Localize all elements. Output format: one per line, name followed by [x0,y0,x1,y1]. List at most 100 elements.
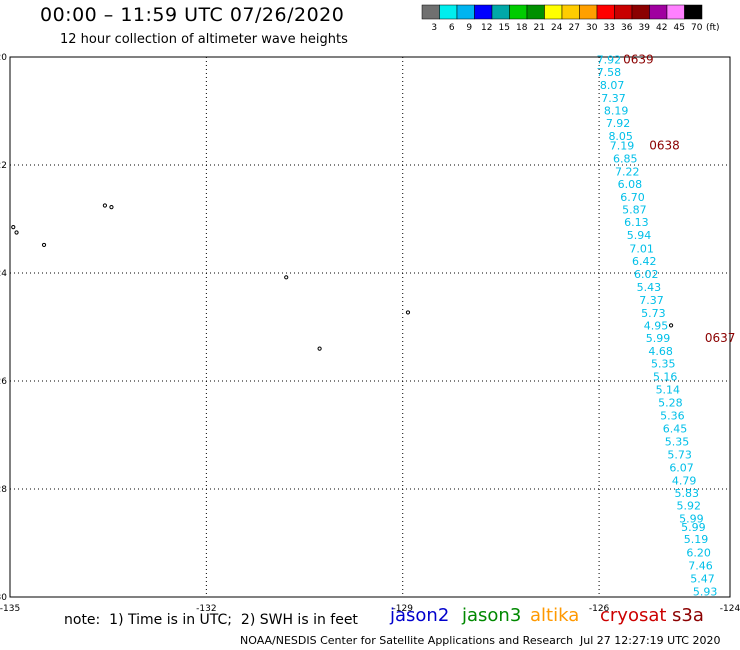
mission-jason3: jason3 [462,605,522,626]
legend-swatch [456,4,475,20]
x-tick-label: -129 [393,604,414,614]
wave-height-value: 7.19 [610,140,635,153]
y-tick-label: -28 [0,485,7,495]
wave-height-value: 7.01 [629,243,654,256]
wave-height-value: 5.19 [684,533,709,546]
legend-label: 21 [534,23,545,33]
y-tick-label: -24 [0,269,7,279]
wave-height-value: 5.87 [622,203,647,216]
island-marker [668,323,674,328]
legend-label: 36 [621,23,633,33]
legend-label: 24 [551,23,563,33]
mission-altika: altika [530,605,580,626]
wave-height-value: 5.83 [675,487,700,500]
wave-height-value: 5.35 [665,435,690,448]
wave-height-value: 6.13 [624,216,649,229]
plot-border [9,56,731,598]
island-marker [14,230,19,235]
mission-s3a: s3a [672,605,704,626]
wave-height-value: 5.28 [658,397,683,410]
legend-swatch [544,4,563,20]
wave-height-value: 5.73 [667,448,692,461]
y-tick-label: -30 [0,593,7,603]
wave-height-value: 6.07 [669,461,694,474]
legend-swatch [684,4,703,20]
legend-swatch [474,4,493,20]
time-label: 0638 [649,139,680,153]
island-marker [102,203,108,208]
legend-swatch [649,4,668,20]
footer-credit: NOAA/NESDIS Center for Satellite Applica… [240,634,574,647]
wave-height-value: 6.20 [686,547,711,560]
x-tick-label: -132 [196,604,216,614]
wave-height-value: 7.46 [688,560,713,573]
wave-height-value: 7.58 [597,66,622,79]
mission-cryosat: cryosat [600,605,667,626]
y-tick-label: -26 [0,377,7,387]
island-marker [284,275,289,280]
time-labels: 0639063806370636 [623,53,736,345]
wave-height-value: 5.99 [681,521,706,534]
legend-swatch [491,4,510,20]
y-tick-label: -20 [0,53,7,63]
wave-height-value: 7.22 [615,165,640,178]
wave-height-value: 8.07 [600,79,625,92]
legend-swatch [631,4,650,20]
island-marker [405,310,411,315]
legend-swatch [421,4,440,20]
legend-label: 45 [674,23,685,33]
legend-swatch [561,4,580,20]
x-tick-label: -124 [720,604,740,614]
wave-height-labels: 7.927.588.077.378.197.928.057.196.857.22… [597,54,718,599]
legend-label: 30 [586,23,598,33]
wave-height-value: 6.02 [634,268,659,281]
legend-swatch [439,4,458,20]
wave-height-value: 6.70 [620,191,645,204]
legend-label: 15 [499,23,510,33]
legend-label: 33 [604,23,615,33]
island-marker [317,346,322,351]
legend-label: 6 [449,23,455,33]
wave-height-value: 5.99 [646,332,671,345]
wave-height-value: 5.14 [656,384,681,397]
legend-label: 27 [569,23,580,33]
legend-label: 18 [516,23,528,33]
wave-height-value: 8.19 [604,104,629,117]
time-label: 0639 [623,53,654,67]
wave-height-value: 5.16 [653,371,678,384]
legend-swatch [579,4,598,20]
color-legend: 3 6 9 12 15 18 21 24 27 30 33 36 39 42 45 70 (ft) [421,4,720,33]
grid-lines [10,57,730,597]
legend-swatch [509,4,528,20]
legend-label: 39 [639,23,651,33]
wave-height-value: 6.45 [663,423,688,436]
wave-height-value: 5.99 [679,513,704,526]
legend-swatch [614,4,633,20]
chart-title: 00:00 – 11:59 UTC 07/26/2020 [40,4,345,26]
wave-height-value: 7.37 [601,92,626,105]
wave-height-value: 5.35 [651,358,676,371]
x-tick-label: -126 [589,604,610,614]
footer-note: note: 1) Time is in UTC; 2) SWH is in fe… [64,612,358,628]
wave-height-value: 7.92 [606,117,631,130]
legend-unit: (ft) [706,23,720,33]
wave-height-value: 6.42 [632,255,657,268]
island-marker [41,242,47,248]
wave-height-value: 5.73 [641,307,666,320]
wave-height-value: 4.95 [644,319,669,332]
wave-height-value: 4.68 [648,345,673,358]
time-label: 0637 [705,331,736,345]
wave-height-value: 4.79 [672,474,697,487]
legend-label: 42 [656,23,667,33]
wave-height-value: 5.36 [660,410,685,423]
legend-label: 3 [431,23,437,33]
island-marker [109,205,114,210]
legend-swatch [526,4,545,20]
wave-height-value: 7.92 [597,54,622,67]
legend-label: 12 [481,23,492,33]
wave-height-value: 5.92 [677,500,702,513]
wave-height-value: 5.94 [627,229,652,242]
chart-subtitle: 12 hour collection of altimeter wave hei… [60,32,348,47]
mission-jason2: jason2 [390,605,450,626]
legend-swatch [666,4,685,20]
